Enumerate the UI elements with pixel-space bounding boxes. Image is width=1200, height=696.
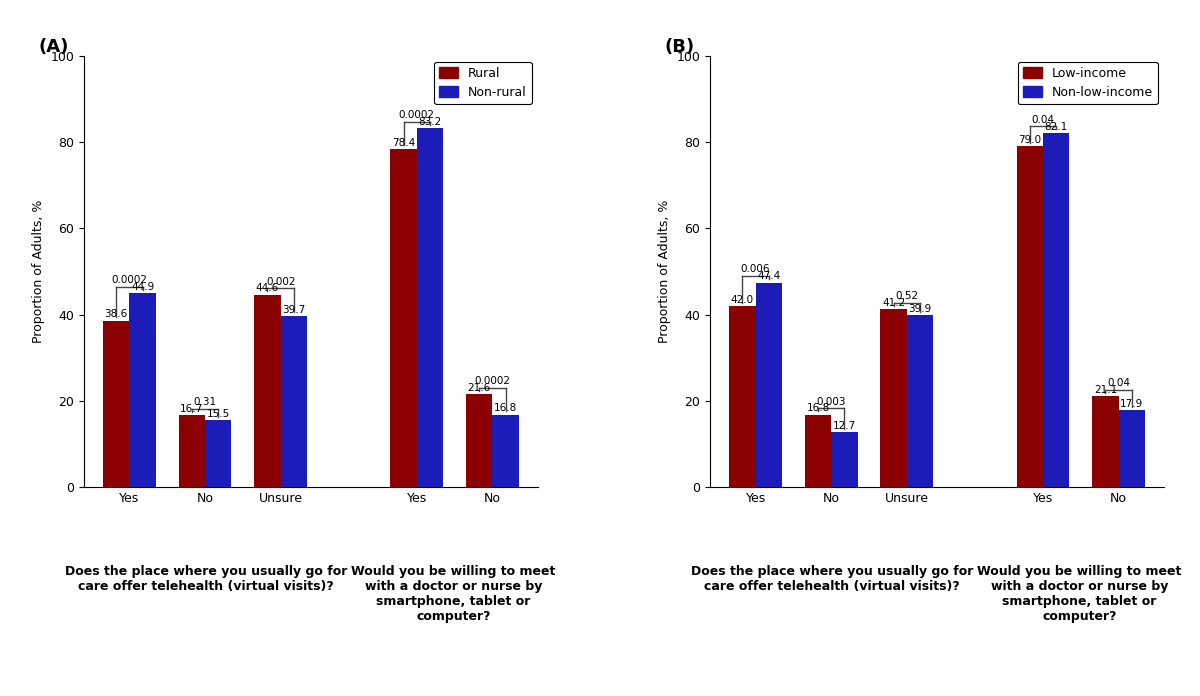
Text: 44.9: 44.9	[131, 282, 155, 292]
Text: 16.8: 16.8	[806, 404, 829, 413]
Text: 0.006: 0.006	[740, 264, 770, 274]
Text: Would you be willing to meet
with a doctor or nurse by
smartphone, tablet or
com: Would you be willing to meet with a doct…	[978, 565, 1182, 623]
Bar	[492, 415, 518, 487]
Text: 0.002: 0.002	[266, 276, 295, 287]
Legend: Rural, Non-rural: Rural, Non-rural	[434, 62, 532, 104]
Bar	[756, 283, 782, 487]
Text: 39.7: 39.7	[282, 305, 306, 315]
Bar	[179, 415, 205, 487]
Legend: Low-income, Non-low-income: Low-income, Non-low-income	[1018, 62, 1158, 104]
Text: Does the place where you usually go for
care offer telehealth (virtual visits)?: Does the place where you usually go for …	[65, 565, 347, 593]
Text: 38.6: 38.6	[104, 309, 127, 319]
Bar	[390, 149, 416, 487]
Text: 42.0: 42.0	[731, 294, 754, 305]
Y-axis label: Proportion of Adults, %: Proportion of Adults, %	[658, 200, 671, 343]
Bar	[205, 420, 232, 487]
Text: 44.6: 44.6	[256, 283, 280, 294]
Text: 16.7: 16.7	[180, 404, 203, 414]
Bar	[881, 310, 907, 487]
Y-axis label: Proportion of Adults, %: Proportion of Adults, %	[32, 200, 44, 343]
Bar	[1118, 410, 1145, 487]
Text: 0.003: 0.003	[816, 397, 846, 406]
Text: Would you be willing to meet
with a doctor or nurse by
smartphone, tablet or
com: Would you be willing to meet with a doct…	[352, 565, 556, 623]
Text: 47.4: 47.4	[757, 271, 780, 281]
Text: (A): (A)	[38, 38, 68, 56]
Text: 0.04: 0.04	[1032, 115, 1055, 125]
Text: 0.04: 0.04	[1108, 378, 1130, 388]
Bar	[1043, 133, 1069, 487]
Bar	[130, 294, 156, 487]
Bar	[466, 394, 492, 487]
Bar	[416, 128, 443, 487]
Text: Does the place where you usually go for
care offer telehealth (virtual visits)?: Does the place where you usually go for …	[691, 565, 973, 593]
Text: 0.0002: 0.0002	[398, 110, 434, 120]
Text: 0.0002: 0.0002	[112, 275, 148, 285]
Bar	[832, 432, 858, 487]
Text: 78.4: 78.4	[392, 138, 415, 148]
Bar	[805, 415, 832, 487]
Text: 39.9: 39.9	[908, 303, 931, 314]
Text: 15.5: 15.5	[206, 409, 230, 419]
Text: 79.0: 79.0	[1018, 135, 1042, 145]
Text: 21.6: 21.6	[468, 383, 491, 393]
Bar	[907, 315, 934, 487]
Text: 16.8: 16.8	[494, 404, 517, 413]
Text: 17.9: 17.9	[1121, 399, 1144, 409]
Text: 41.2: 41.2	[882, 298, 905, 308]
Text: 82.1: 82.1	[1045, 122, 1068, 132]
Bar	[103, 321, 130, 487]
Bar	[1092, 396, 1118, 487]
Text: 0.0002: 0.0002	[474, 376, 510, 386]
Text: 21.1: 21.1	[1093, 385, 1117, 395]
Text: 83.2: 83.2	[419, 117, 442, 127]
Text: (B): (B)	[665, 38, 695, 56]
Bar	[254, 294, 281, 487]
Text: 0.52: 0.52	[895, 291, 918, 301]
Text: 0.31: 0.31	[193, 397, 216, 407]
Bar	[730, 306, 756, 487]
Bar	[281, 316, 307, 487]
Text: 12.7: 12.7	[833, 421, 856, 431]
Bar	[1016, 146, 1043, 487]
